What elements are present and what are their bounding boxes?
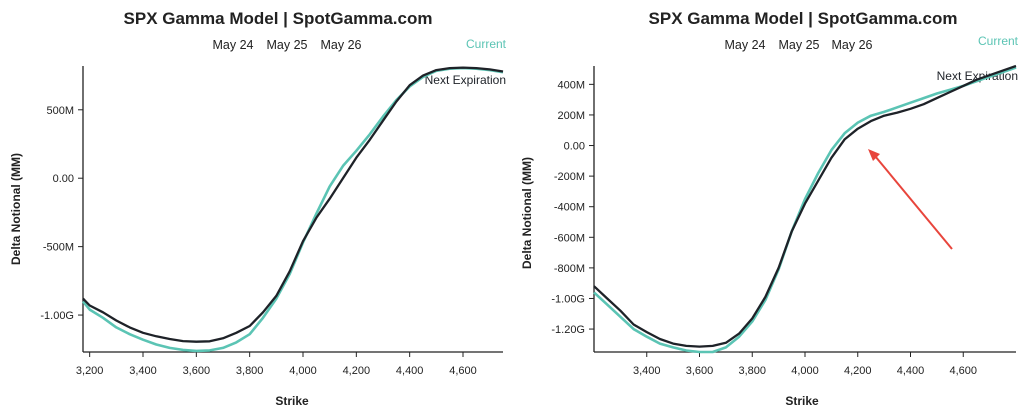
chart-panel-left: SPX Gamma Model | SpotGamma.com May 24 M… [9,9,507,408]
x-tick-label: 3,400 [129,365,157,377]
y-tick-label: -400M [554,202,585,214]
series-layer [593,64,1017,354]
x-tick-label: 4,400 [897,365,925,377]
x-tick-label: 3,200 [76,365,104,377]
x-axis-title: Strike [785,394,819,408]
chart-title: SPX Gamma Model | SpotGamma.com [649,9,958,28]
x-axis-title: Strike [275,394,309,408]
y-tick-label: 0.00 [53,173,74,185]
x-tick-label: 4,400 [396,365,424,377]
x-tick-label: 3,600 [183,365,211,377]
y-axis-ticks: -1.00G -500M 0.00 500M [40,105,83,322]
chart-right: SPX Gamma Model | SpotGamma.com May 24 M… [520,9,1019,408]
x-axis-ticks: 3,400 3,600 3,800 4,000 4,200 4,400 4,600 [633,352,977,377]
x-tick-label: 3,800 [738,365,766,377]
y-axis-title: Delta Notional (MM) [9,153,23,265]
x-tick-label: 4,000 [791,365,819,377]
y-tick-label: -200M [554,171,585,183]
y-tick-label: 500M [46,105,74,117]
annotation-arrowhead [868,149,880,161]
x-tick-label: 3,800 [236,365,264,377]
y-tick-label: 200M [557,110,585,122]
series-line-next-expiration [593,64,1017,348]
chart-title: SPX Gamma Model | SpotGamma.com [124,9,433,28]
x-tick-label: 4,000 [289,365,317,377]
series-label-next-expiration: Next Expiration [425,73,506,87]
y-axis-ticks: -1.20G -1.00G -800M -600M -400M -200M 0.00 200M… [551,79,594,336]
y-tick-label: -500M [43,242,74,254]
legend-item-0[interactable]: May 24 [213,38,254,52]
series-label-current: Current [978,34,1019,48]
y-tick-label: -800M [554,263,585,275]
x-tick-label: 4,200 [844,365,872,377]
y-axis-title: Delta Notional (MM) [520,157,534,269]
y-tick-label: 0.00 [564,141,585,153]
x-tick-label: 3,400 [633,365,661,377]
x-tick-label: 4,200 [343,365,371,377]
y-tick-label: -1.00G [40,310,74,322]
series-line-current [81,66,504,353]
annotation-arrow [874,155,953,250]
legend-item-0[interactable]: May 24 [725,38,766,52]
series-line-next-expiration [82,66,504,343]
y-tick-label: -600M [554,232,585,244]
series-layer [81,66,504,353]
x-axis-ticks: 3,200 3,400 3,600 3,800 4,000 4,200 4,400 4,600 [76,352,477,377]
y-tick-label: -1.20G [551,324,585,336]
x-tick-label: 3,600 [686,365,714,377]
legend-item-2[interactable]: May 26 [832,38,873,52]
series-line-current [593,66,1017,354]
legend-item-1[interactable]: May 25 [267,38,308,52]
chart-left: SPX Gamma Model | SpotGamma.com May 24 M… [9,9,507,408]
chart-panel-right: SPX Gamma Model | SpotGamma.com May 24 M… [512,0,1024,411]
x-tick-label: 4,600 [449,365,477,377]
legend-item-2[interactable]: May 26 [321,38,362,52]
legend-item-1[interactable]: May 25 [779,38,820,52]
y-tick-label: 400M [557,79,585,91]
y-tick-label: -1.00G [551,293,585,305]
series-label-current: Current [466,37,507,51]
x-tick-label: 4,600 [949,365,977,377]
